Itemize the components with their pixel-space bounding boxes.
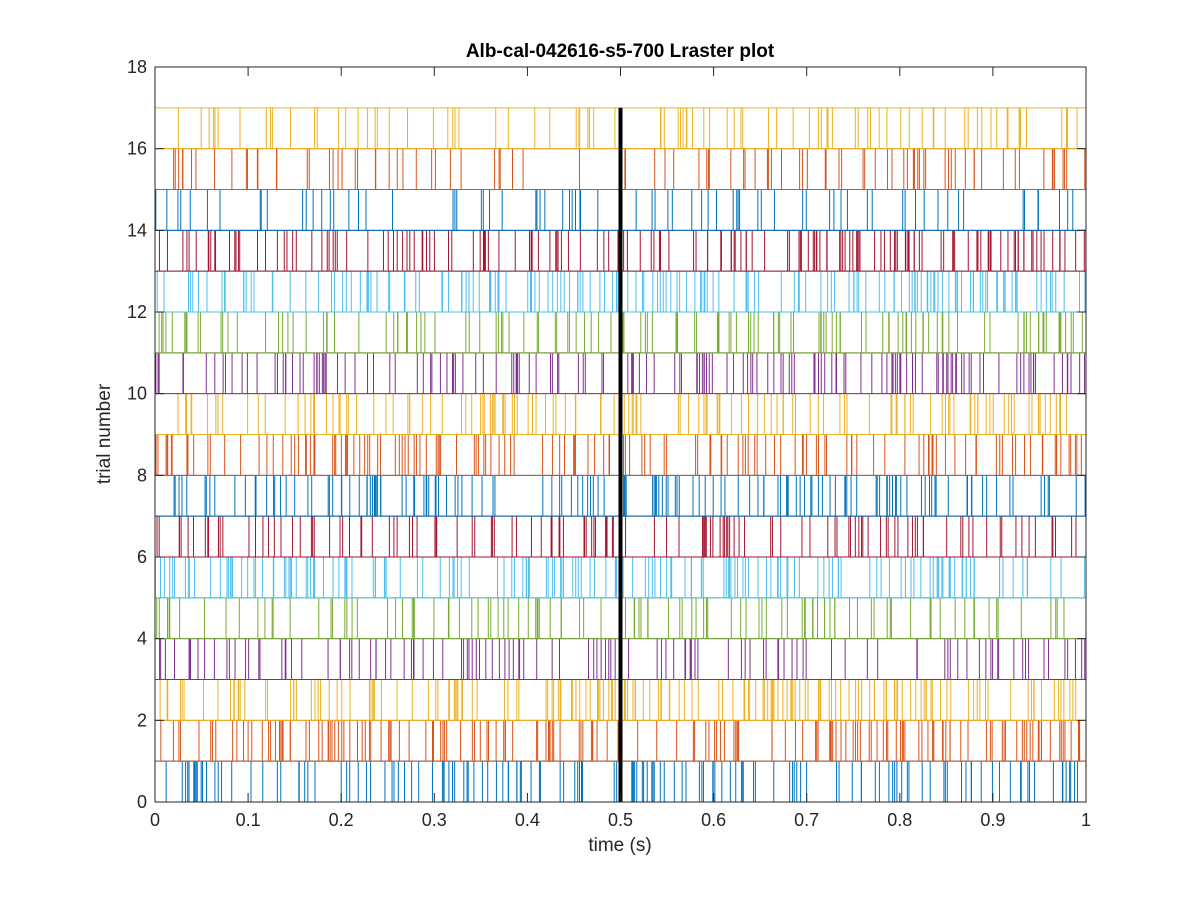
y-tick-label: 2 (137, 710, 147, 730)
trial-11 (155, 352, 1086, 395)
x-tick-label: 0 (150, 810, 160, 830)
trial-9 (155, 434, 1086, 476)
x-axis-label: time (s) (588, 835, 651, 856)
x-tick-label: 0.1 (236, 810, 261, 830)
trial-1 (155, 760, 1086, 803)
x-tick-label: 0.5 (608, 810, 633, 830)
x-axis: 0 0.1 0.2 0.3 0.4 0.5 0.6 0.7 0.8 0.9 1 (150, 67, 1091, 830)
x-tick-label: 0.8 (887, 810, 912, 830)
y-axis-label: trial number (94, 383, 115, 484)
x-tick-label: 1 (1081, 810, 1091, 830)
x-tick-label: 0.3 (422, 810, 447, 830)
chart-title: Alb-cal-042616-s5-700 Lraster plot (466, 41, 775, 62)
trial-7 (155, 515, 1086, 558)
y-tick-label: 18 (127, 57, 147, 77)
x-tick-label: 0.4 (515, 810, 540, 830)
y-tick-label: 14 (127, 220, 147, 240)
y-tick-label: 4 (137, 629, 147, 649)
y-tick-label: 10 (127, 384, 147, 404)
x-tick-label: 0.9 (980, 810, 1005, 830)
x-tick-label: 0.6 (701, 810, 726, 830)
trials-layer (154, 107, 1087, 803)
y-tick-label: 6 (137, 547, 147, 567)
x-tick-label: 0.2 (329, 810, 354, 830)
y-tick-label: 16 (127, 139, 147, 159)
y-axis: 0 2 4 6 8 10 12 14 16 18 (127, 57, 1086, 812)
x-tick-label: 0.7 (794, 810, 819, 830)
y-tick-label: 12 (127, 302, 147, 322)
y-tick-label: 0 (137, 792, 147, 812)
y-tick-label: 8 (137, 465, 147, 485)
